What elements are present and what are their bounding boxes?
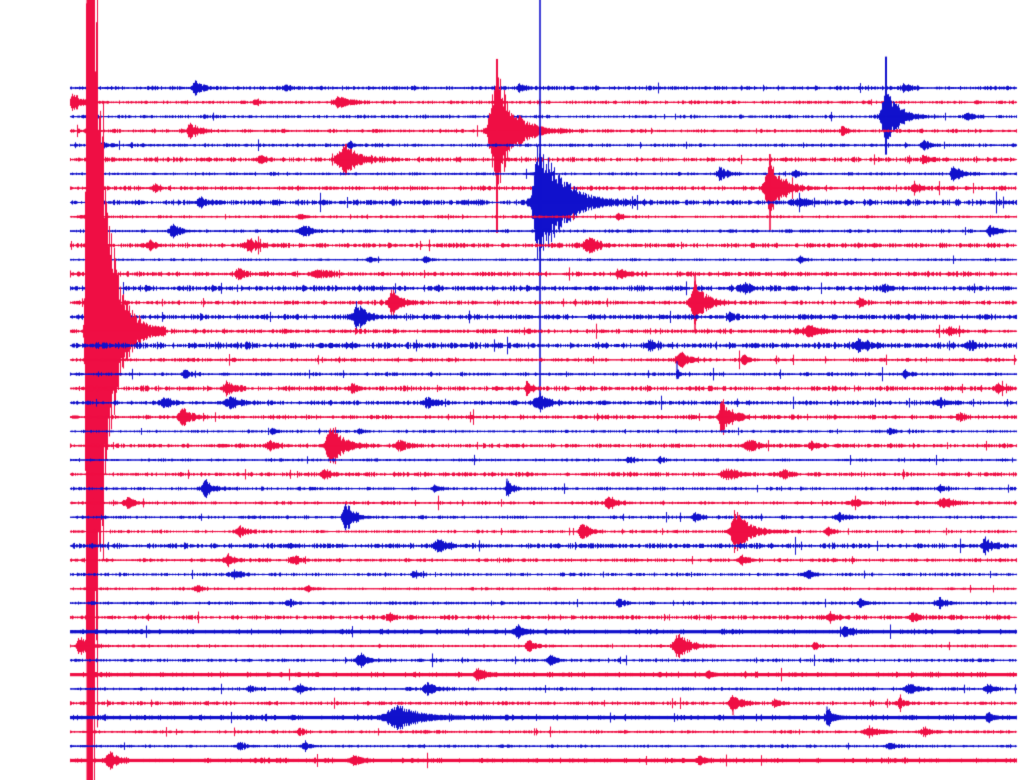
time-label: 13:00 xyxy=(24,452,62,468)
date-label: 2021-10-28 xyxy=(917,20,1016,40)
time-label: 00:30 xyxy=(24,94,62,110)
time-label: 02:30 xyxy=(24,152,62,168)
time-label: 11:00 xyxy=(24,395,62,411)
time-label: 05:00 xyxy=(24,223,62,239)
time-label: 17:00 xyxy=(24,566,62,582)
time-label: 15:30 xyxy=(24,524,62,540)
time-label: 08:00 xyxy=(24,309,62,325)
time-label: 07:30 xyxy=(24,295,62,311)
time-label: 06:00 xyxy=(24,252,62,268)
time-label: 19:00 xyxy=(24,624,62,640)
time-label: 13:30 xyxy=(24,466,62,482)
time-label: 01:00 xyxy=(24,109,62,125)
time-label: 21:30 xyxy=(24,695,62,711)
time-axis: 00:00 00:30 01:00 01:30 02:00 02:30 03:00 03:30… xyxy=(0,0,62,780)
time-label: 20:30 xyxy=(24,667,62,683)
time-label: 04:30 xyxy=(24,209,62,225)
time-label: 04:00 xyxy=(24,194,62,210)
time-label: 00:00 xyxy=(24,80,62,96)
time-label: 01:30 xyxy=(24,123,62,139)
time-label: 02:00 xyxy=(24,137,62,153)
time-label: 23:30 xyxy=(24,752,62,768)
time-label: 10:30 xyxy=(24,380,62,396)
time-label: 19:30 xyxy=(24,638,62,654)
time-label: 20:00 xyxy=(24,652,62,668)
time-label: 03:00 xyxy=(24,166,62,182)
time-label: 12:30 xyxy=(24,438,62,454)
time-label: 03:30 xyxy=(24,180,62,196)
time-label: 14:30 xyxy=(24,495,62,511)
time-label: 06:30 xyxy=(24,266,62,282)
time-label: 16:00 xyxy=(24,538,62,554)
time-label: 22:30 xyxy=(24,724,62,740)
time-label: 14:00 xyxy=(24,481,62,497)
time-label: 10:00 xyxy=(24,366,62,382)
time-label: 15:00 xyxy=(24,509,62,525)
time-label: 05:30 xyxy=(24,237,62,253)
time-label: 11:30 xyxy=(24,409,62,425)
time-label: 08:30 xyxy=(24,323,62,339)
time-label: 21:00 xyxy=(24,681,62,697)
time-label: 17:30 xyxy=(24,581,62,597)
time-label: 18:00 xyxy=(24,595,62,611)
time-label: 12:00 xyxy=(24,423,62,439)
time-label: 09:00 xyxy=(24,338,62,354)
time-label: 22:00 xyxy=(24,710,62,726)
time-label: 18:30 xyxy=(24,609,62,625)
time-label: 16:30 xyxy=(24,552,62,568)
time-label: 07:00 xyxy=(24,280,62,296)
time-label: 09:30 xyxy=(24,352,62,368)
time-label: 23:00 xyxy=(24,738,62,754)
